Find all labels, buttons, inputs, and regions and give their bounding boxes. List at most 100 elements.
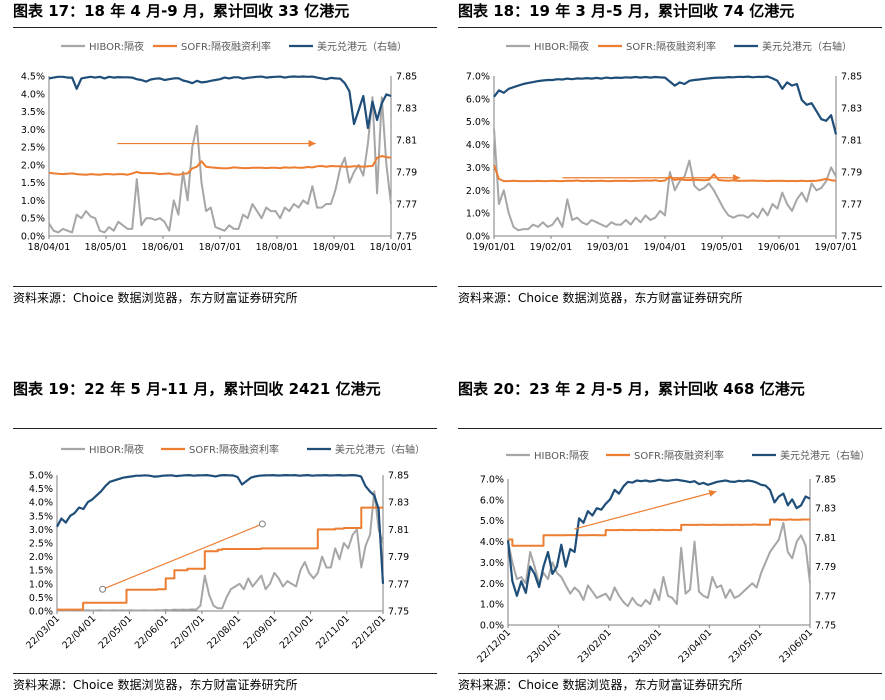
source-note: 资料来源：Choice 数据浏览器，东方财富证券研究所 [458,678,743,692]
y-right-tick-label: 7.81 [388,525,409,536]
y-right-tick-label: 7.77 [841,200,862,211]
y-left-tick-label: 2.0% [480,579,504,590]
legend-label: SOFR:隔夜融资利率 [189,443,279,456]
y-left-tick-label: 1.0% [21,196,45,207]
y-left-tick-label: 1.0% [466,209,490,220]
x-tick-label: 23/01/01 [526,627,564,665]
y-left-tick-label: 5.0% [466,117,490,128]
y-right-tick-label: 7.79 [396,168,417,179]
x-tick-label: 18/07/01 [199,242,242,253]
y-right-tick-label: 7.85 [841,72,862,83]
series-line-hibor [493,128,837,232]
trend-arrow [574,489,717,530]
y-right-tick-label: 7.83 [388,498,409,509]
x-tick-label: 18/06/01 [142,242,185,253]
series-line-usdhkd [506,478,811,597]
y-right-tick-label: 7.85 [396,72,417,83]
series-line-usdhkd [56,474,385,584]
y-left-tick-label: 7.0% [480,475,504,486]
legend-label: HIBOR:隔夜 [89,40,144,53]
trend-end-marker [258,520,266,528]
x-tick-label: 18/09/01 [313,242,356,253]
legend-label: SOFR:隔夜融资利率 [626,40,716,53]
x-tick-label: 23/03/01 [626,627,664,665]
y-left-tick-label: 3.0% [466,163,490,174]
x-tick-label: 23/02/01 [576,627,614,665]
legend-label: SOFR:隔夜融资利率 [634,449,724,462]
y-right-tick-label: 7.83 [815,504,836,515]
legend-item-hibor: HIBOR:隔夜 [506,449,589,462]
legend-item-hibor: HIBOR:隔夜 [61,40,144,53]
y-left-tick-label: 5.0% [480,516,504,527]
y-left-tick-label: 2.0% [21,160,45,171]
x-tick-label: 22/08/01 [205,613,243,651]
legend-item-usdhkd: 美元兑港元（右轴） [752,449,870,462]
legend-item-usdhkd: 美元兑港元（右轴） [307,443,425,456]
y-right-tick-label: 7.79 [388,552,409,563]
series-line-sofr [48,155,392,176]
panel-title: 图表 18：19 年 3 月-5 月，累计回收 74 亿港元 [458,2,795,20]
y-right-tick-label: 7.81 [396,136,417,147]
series-line-sofr [57,506,383,611]
legend-item-hibor: HIBOR:隔夜 [61,443,144,456]
legend-item-hibor: HIBOR:隔夜 [506,40,589,53]
x-tick-label: 19/02/01 [530,242,573,253]
y-right-tick-label: 7.85 [815,475,836,486]
y-left-tick-label: 4.5% [29,484,53,495]
x-tick-label: 22/12/01 [475,627,513,665]
y-left-tick-label: 7.0% [466,72,490,83]
y-left-tick-label: 6.0% [466,94,490,105]
panel-title: 图表 20：23 年 2 月-5 月，累计回收 468 亿港元 [458,380,805,398]
y-left-tick-label: 1.0% [29,579,53,590]
legend-item-usdhkd: 美元兑港元（右轴） [734,40,852,53]
x-tick-label: 19/07/01 [815,242,858,253]
y-left-tick-label: 0.0% [466,232,490,243]
y-left-tick-label: 2.5% [29,539,53,550]
y-left-tick-label: 1.5% [29,566,53,577]
legend-label: 美元兑港元（右轴） [335,443,425,456]
legend-label: HIBOR:隔夜 [534,40,589,53]
x-tick-label: 19/06/01 [758,242,801,253]
x-tick-label: 22/11/01 [314,613,352,651]
y-right-tick-label: 7.77 [388,579,409,590]
x-tick-label: 23/06/01 [777,627,815,665]
x-tick-label: 22/09/01 [242,613,280,651]
x-tick-label: 22/05/01 [97,613,135,651]
x-tick-label: 22/12/01 [350,613,388,651]
y-right-tick-label: 7.77 [815,591,836,602]
legend-label: 美元兑港元（右轴） [317,40,407,53]
trend-arrow [102,523,263,590]
y-left-tick-label: 4.5% [21,72,45,83]
panel-title: 图表 17：18 年 4 月-9 月，累计回收 33 亿港元 [13,2,350,20]
trend-start-marker [99,585,107,593]
chart-frame: HIBOR:隔夜 SOFR:隔夜融资利率 美元兑港元（右轴） 0.0% 1.0% 2.0%… [458,27,882,287]
legend-item-sofr: SOFR:隔夜融资利率 [153,40,271,53]
x-tick-label: 19/03/01 [587,242,630,253]
x-tick-label: 19/05/01 [701,242,744,253]
y-right-tick-label: 7.75 [815,621,836,632]
y-left-tick-label: 2.0% [29,552,53,563]
legend-item-sofr: SOFR:隔夜融资利率 [606,449,724,462]
y-right-tick-label: 7.75 [841,232,862,243]
y-left-tick-label: 0.0% [480,621,504,632]
legend-item-sofr: SOFR:隔夜融资利率 [598,40,716,53]
x-tick-label: 19/01/01 [473,242,516,253]
x-tick-label: 22/03/01 [24,613,62,651]
x-tick-label: 22/06/01 [133,613,171,651]
y-left-tick-label: 4.0% [29,498,53,509]
series-line-usdhkd [48,75,392,130]
source-note: 资料来源：Choice 数据浏览器，东方财富证券研究所 [13,678,298,692]
legend-label: 美元兑港元（右轴） [780,449,870,462]
y-right-tick-label: 7.85 [388,471,409,482]
y-left-tick-label: 0.5% [21,214,45,225]
series-line-hibor [48,96,392,234]
chart-frame: HIBOR:隔夜 SOFR:隔夜融资利率 美元兑港元（右轴） 0.0% 0.5% 1.0%… [13,27,437,287]
y-left-tick-label: 6.0% [480,495,504,506]
y-right-tick-label: 7.81 [815,533,836,544]
source-note: 资料来源：Choice 数据浏览器，东方财富证券研究所 [458,291,743,305]
y-left-tick-label: 0.5% [29,593,53,604]
series-line-sofr [493,164,837,183]
legend-item-usdhkd: 美元兑港元（右轴） [289,40,407,53]
y-right-tick-label: 7.83 [396,104,417,115]
x-tick-label: 22/10/01 [278,613,316,651]
